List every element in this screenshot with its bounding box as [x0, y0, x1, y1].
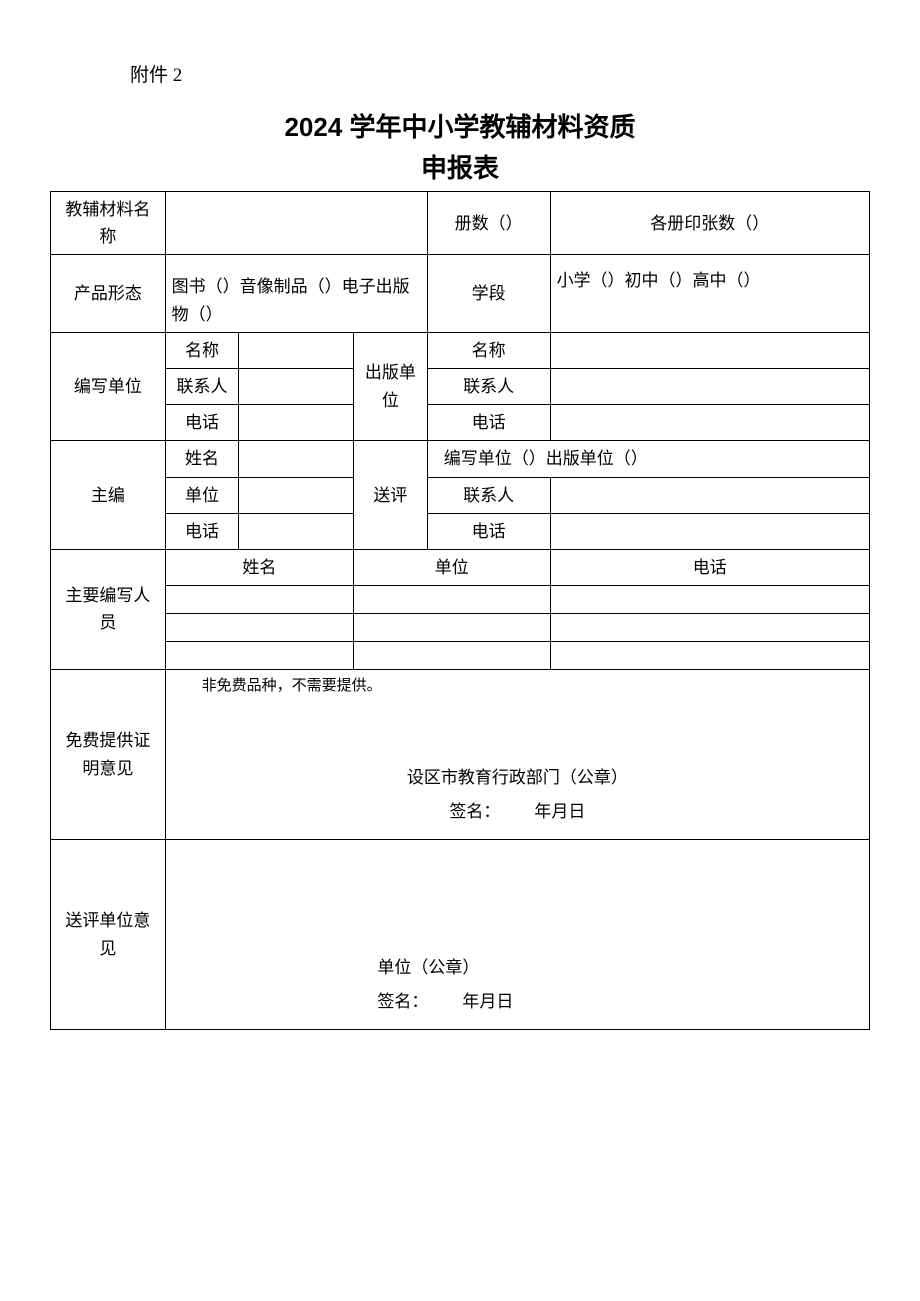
- dept-stamp-text: 设区市教育行政部门（公章）: [407, 768, 628, 787]
- attachment-label: 附件 2: [130, 60, 870, 87]
- publishing-phone-value[interactable]: [550, 405, 869, 441]
- review-contact-value[interactable]: [550, 477, 869, 513]
- book-count-label: 册数（）: [427, 192, 550, 255]
- free-sign-label: 签名：: [449, 802, 500, 821]
- chief-editor-label: 主编: [51, 441, 166, 550]
- application-form-table: 教辅材料名称 册数（） 各册印张数（） 产品形态 图书（）音像制品（）电子出版物…: [50, 191, 870, 1030]
- submit-sign-label: 签名：: [377, 992, 428, 1011]
- writers-name-header: 姓名: [165, 549, 353, 585]
- compiling-name-value[interactable]: [239, 332, 354, 368]
- submit-opinion-label: 送评单位意见: [51, 840, 166, 1030]
- writer1-unit[interactable]: [354, 586, 551, 614]
- submit-opinion-cell[interactable]: 单位（公章） 签名： 年月日: [165, 840, 869, 1030]
- editor-name-value[interactable]: [239, 441, 354, 477]
- writer3-name[interactable]: [165, 642, 353, 670]
- editor-unit-label: 单位: [165, 477, 239, 513]
- review-phone-value[interactable]: [550, 513, 869, 549]
- writer1-phone[interactable]: [550, 586, 869, 614]
- title-line-1: 2024 学年中小学教辅材料资质: [50, 107, 870, 144]
- free-date-label: 年月日: [534, 802, 585, 821]
- product-form-options[interactable]: 图书（）音像制品（）电子出版物（）: [165, 255, 427, 332]
- writer3-unit[interactable]: [354, 642, 551, 670]
- compiling-phone-value[interactable]: [239, 405, 354, 441]
- editor-phone-value[interactable]: [239, 513, 354, 549]
- review-contact-label: 联系人: [427, 477, 550, 513]
- compiling-unit-label: 编写单位: [51, 332, 166, 441]
- review-option-row[interactable]: 编写单位（）出版单位（）: [427, 441, 869, 477]
- review-phone-label: 电话: [427, 513, 550, 549]
- editor-phone-label: 电话: [165, 513, 239, 549]
- publishing-phone-label: 电话: [427, 405, 550, 441]
- free-proof-cell[interactable]: 非免费品种，不需要提供。 设区市教育行政部门（公章） 签名： 年月日: [165, 670, 869, 840]
- submit-opinion-footer: 单位（公章） 签名： 年月日: [166, 951, 869, 1019]
- free-proof-label: 免费提供证明意见: [51, 670, 166, 840]
- compiling-contact-label: 联系人: [165, 368, 239, 404]
- stage-options[interactable]: 小学（）初中（）高中（）: [550, 255, 869, 332]
- title-line-2: 申报表: [50, 148, 870, 185]
- free-proof-note: 非免费品种，不需要提供。: [172, 674, 863, 698]
- print-sheets-label: 各册印张数（）: [550, 192, 869, 255]
- writer3-phone[interactable]: [550, 642, 869, 670]
- free-proof-footer: 设区市教育行政部门（公章） 签名： 年月日: [166, 761, 869, 829]
- material-name-value[interactable]: [165, 192, 427, 255]
- publishing-contact-label: 联系人: [427, 368, 550, 404]
- writers-unit-header: 单位: [354, 549, 551, 585]
- material-name-label: 教辅材料名称: [51, 192, 166, 255]
- compiling-phone-label: 电话: [165, 405, 239, 441]
- writer2-unit[interactable]: [354, 614, 551, 642]
- compiling-contact-value[interactable]: [239, 368, 354, 404]
- editor-unit-value[interactable]: [239, 477, 354, 513]
- unit-stamp-text: 单位（公章）: [377, 958, 479, 977]
- submit-date-label: 年月日: [462, 992, 513, 1011]
- publishing-contact-value[interactable]: [550, 368, 869, 404]
- publishing-unit-label: 出版单位: [354, 332, 428, 441]
- writers-phone-header: 电话: [550, 549, 869, 585]
- publishing-name-value[interactable]: [550, 332, 869, 368]
- main-writers-label: 主要编写人员: [51, 549, 166, 669]
- writer2-name[interactable]: [165, 614, 353, 642]
- compiling-name-label: 名称: [165, 332, 239, 368]
- stage-label: 学段: [427, 255, 550, 332]
- publishing-name-label: 名称: [427, 332, 550, 368]
- writer1-name[interactable]: [165, 586, 353, 614]
- writer2-phone[interactable]: [550, 614, 869, 642]
- product-form-label: 产品形态: [51, 255, 166, 332]
- editor-name-label: 姓名: [165, 441, 239, 477]
- review-submit-label: 送评: [354, 441, 428, 550]
